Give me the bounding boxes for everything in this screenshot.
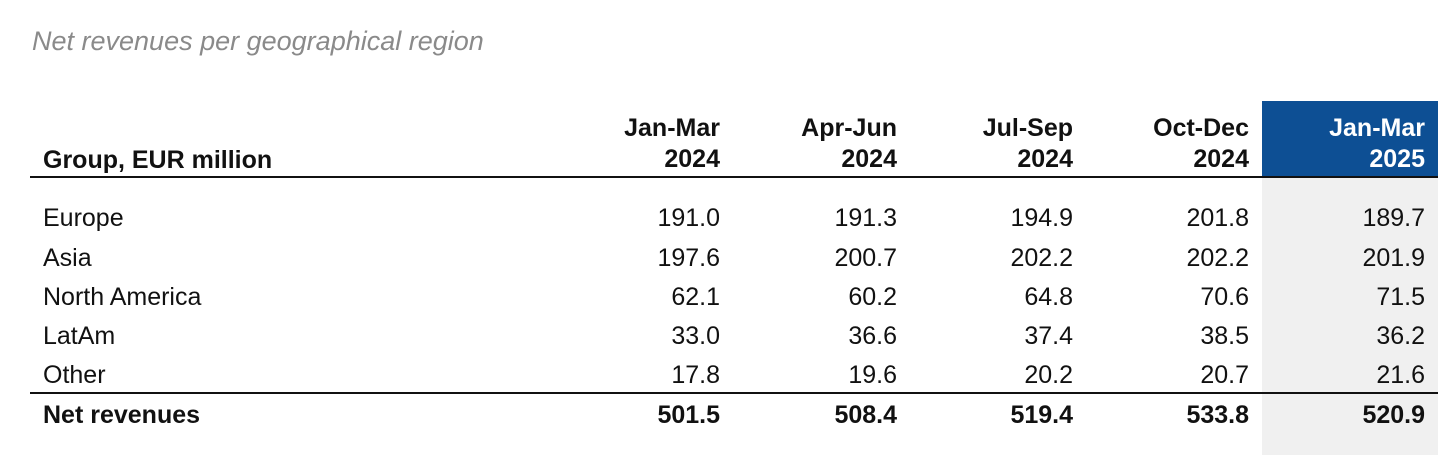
total-value: 520.9 <box>1362 401 1425 429</box>
highlight-header <box>1262 101 1438 177</box>
cell-value: 202.2 <box>1186 244 1249 272</box>
cell-value: 60.2 <box>848 283 897 311</box>
row-label: Europe <box>43 204 124 232</box>
total-value: 508.4 <box>834 401 897 429</box>
column-year: 2024 <box>1017 145 1073 173</box>
row-label: Asia <box>43 244 92 272</box>
cell-value: 201.8 <box>1186 204 1249 232</box>
cell-value: 38.5 <box>1200 322 1249 350</box>
header-label: Group, EUR million <box>43 146 273 174</box>
column-period: Jul-Sep <box>982 114 1073 142</box>
cell-value: 20.7 <box>1200 361 1249 389</box>
column-period: Apr-Jun <box>801 114 897 142</box>
total-value: 533.8 <box>1186 401 1249 429</box>
cell-value: 197.6 <box>657 244 720 272</box>
row-label: Other <box>43 361 106 389</box>
cell-value: 21.6 <box>1376 361 1425 389</box>
cell-value: 20.2 <box>1024 361 1073 389</box>
column-period: Jan-Mar <box>1329 114 1425 142</box>
total-rule <box>30 392 1438 394</box>
cell-value: 200.7 <box>834 244 897 272</box>
row-label: LatAm <box>43 322 116 350</box>
row-label: North America <box>43 283 202 311</box>
cell-value: 191.3 <box>834 204 897 232</box>
header-rule <box>30 176 1438 178</box>
column-period: Jan-Mar <box>624 114 720 142</box>
cell-value: 36.6 <box>848 322 897 350</box>
cell-value: 62.1 <box>671 283 720 311</box>
column-year: 2025 <box>1369 145 1425 173</box>
cell-value: 194.9 <box>1010 204 1073 232</box>
column-year: 2024 <box>1193 145 1249 173</box>
cell-value: 33.0 <box>671 322 720 350</box>
column-year: 2024 <box>841 145 897 173</box>
cell-value: 191.0 <box>657 204 720 232</box>
cell-value: 201.9 <box>1362 244 1425 272</box>
cell-value: 36.2 <box>1376 322 1425 350</box>
total-label: Net revenues <box>43 401 201 429</box>
cell-value: 189.7 <box>1362 204 1425 232</box>
cell-value: 37.4 <box>1024 322 1073 350</box>
cell-value: 70.6 <box>1200 283 1249 311</box>
highlight-column <box>1262 177 1438 455</box>
table-title: Net revenues per geographical region <box>32 26 484 56</box>
column-year: 2024 <box>664 145 720 173</box>
total-value: 519.4 <box>1010 401 1073 429</box>
cell-value: 202.2 <box>1010 244 1073 272</box>
total-value: 501.5 <box>657 401 720 429</box>
column-period: Oct-Dec <box>1153 114 1249 142</box>
cell-value: 17.8 <box>671 361 720 389</box>
cell-value: 71.5 <box>1376 283 1425 311</box>
cell-value: 19.6 <box>848 361 897 389</box>
cell-value: 64.8 <box>1024 283 1073 311</box>
